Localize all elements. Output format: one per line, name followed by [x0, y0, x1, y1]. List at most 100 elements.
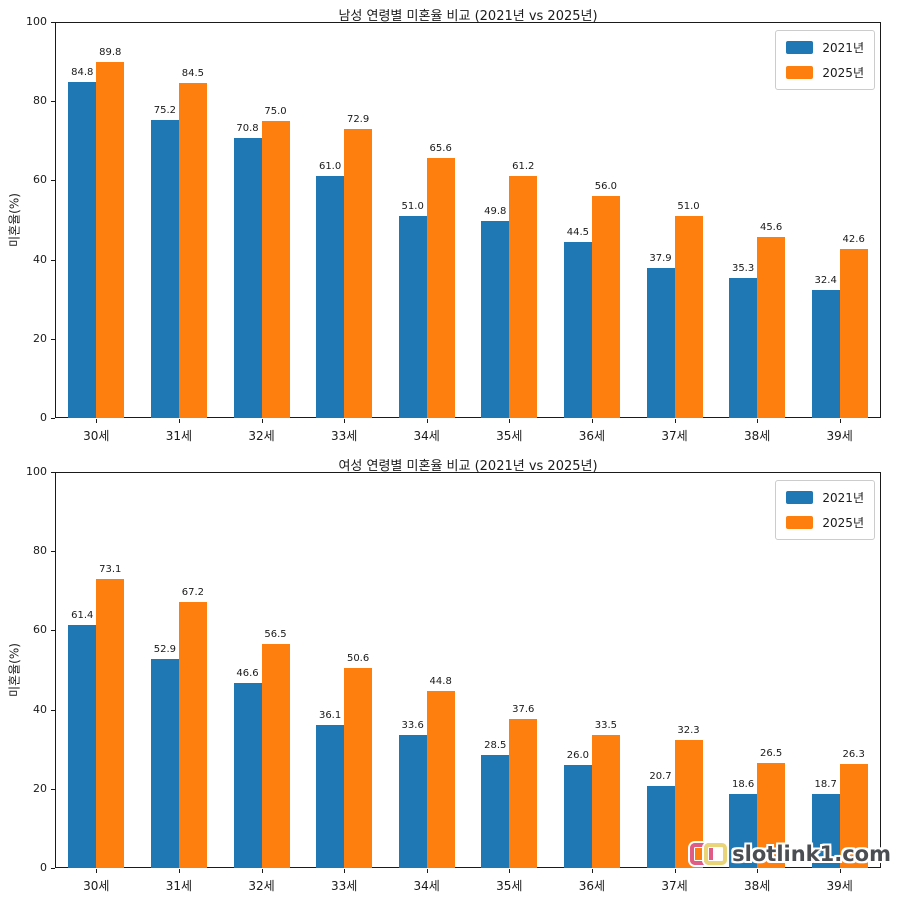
- legend-item: 2021년: [786, 39, 864, 56]
- bar-2021년-33세: [316, 176, 345, 418]
- bar-2025년-33세: [344, 667, 373, 868]
- x-tick-mark: [839, 869, 841, 873]
- x-tick-mark: [591, 869, 593, 873]
- legend-label: 2021년: [822, 491, 864, 505]
- x-tick-mark: [591, 419, 593, 423]
- bar-2021년-31세: [150, 120, 179, 418]
- x-tick-mark: [674, 419, 676, 423]
- bar-value-label: 65.6: [429, 143, 452, 155]
- bar-value-label: 44.5: [566, 226, 590, 238]
- chart-title: 여성 연령별 미혼율 비교 (2021년 vs 2025년): [338, 459, 598, 474]
- bar-value-label: 37.9: [649, 252, 672, 264]
- bar-2021년-37세: [646, 267, 675, 418]
- x-tick-label: 35세: [496, 429, 523, 443]
- chart-title: 남성 연령별 미혼율 비교 (2021년 vs 2025년): [338, 9, 598, 24]
- bar-2025년-38세: [757, 763, 786, 868]
- bar-2025년-32세: [261, 644, 290, 868]
- x-tick-mark: [344, 419, 346, 423]
- bar-value-label: 50.6: [346, 652, 370, 664]
- watermark: slotlink1.com: [690, 842, 891, 866]
- bar-value-label: 35.3: [731, 263, 755, 275]
- x-tick-mark: [509, 419, 511, 423]
- y-axis-label: 미혼율(%): [7, 643, 22, 697]
- legend-label: 2025년: [822, 516, 864, 530]
- y-tick-label: 40: [33, 702, 47, 716]
- x-tick-mark: [96, 869, 98, 873]
- bar-value-label: 26.5: [759, 748, 783, 760]
- x-tick-mark: [344, 869, 346, 873]
- x-tick-mark: [674, 869, 676, 873]
- female-chart-panel: 여성 연령별 미혼율 비교 (2021년 vs 2025년) 미혼율(%) 0 20 4…: [0, 450, 900, 900]
- bar-2025년-39세: [839, 763, 868, 868]
- bar-2021년-30세: [68, 624, 97, 868]
- bar-value-label: 32.3: [677, 725, 700, 737]
- bar-2025년-30세: [96, 578, 125, 868]
- bar-value-label: 84.5: [181, 68, 205, 80]
- y-tick-label: 80: [33, 94, 47, 108]
- bar-2021년-31세: [150, 658, 179, 868]
- x-tick-label: 31세: [165, 429, 193, 443]
- x-tick-label: 36세: [578, 429, 606, 443]
- bar-2025년-31세: [178, 601, 207, 868]
- bar-2025년-36세: [591, 735, 620, 868]
- x-tick-label: 39세: [826, 879, 853, 893]
- x-tick-label: 35세: [496, 879, 523, 893]
- x-tick-label: 31세: [165, 879, 193, 893]
- bar-value-label: 75.0: [264, 106, 287, 117]
- bar-2021년-35세: [481, 755, 510, 868]
- y-tick-mark: [51, 709, 55, 711]
- x-tick-mark: [426, 419, 428, 423]
- bar-value-label: 61.2: [512, 160, 535, 172]
- bar-value-label: 33.5: [594, 720, 618, 732]
- bar-value-label: 33.6: [401, 719, 424, 731]
- legend-item: 2025년: [786, 64, 864, 81]
- bar-2021년-32세: [233, 683, 262, 868]
- x-tick-label: 37세: [661, 879, 688, 893]
- chain-link-icon: [690, 842, 728, 866]
- bar-2025년-35세: [509, 719, 538, 868]
- bar-value-label: 75.2: [153, 105, 177, 117]
- bar-value-label: 89.8: [99, 47, 122, 59]
- bar-value-label: 52.9: [153, 643, 177, 655]
- y-tick-mark: [51, 868, 55, 869]
- bar-2025년-36세: [591, 196, 620, 418]
- x-tick-label: 34세: [413, 879, 440, 893]
- legend: 2021년 2025년: [775, 30, 875, 90]
- x-tick-mark: [178, 869, 180, 873]
- y-tick-label: 100: [26, 15, 47, 28]
- y-tick-label: 0: [40, 411, 47, 424]
- bar-2025년-35세: [509, 175, 538, 418]
- y-tick-mark: [51, 180, 55, 182]
- legend-swatch-2025년: [786, 66, 814, 79]
- y-tick-label: 0: [40, 861, 47, 874]
- bar-2025년-37세: [674, 216, 703, 418]
- x-tick-label: 30세: [83, 429, 110, 443]
- legend: 2021년 2025년: [775, 480, 875, 540]
- bar-value-label: 70.8: [236, 122, 259, 134]
- y-tick-label: 80: [33, 544, 47, 558]
- bar-2025년-39세: [839, 249, 868, 418]
- x-tick-label: 38세: [743, 879, 771, 893]
- x-tick-label: 32세: [248, 429, 275, 443]
- y-tick-label: 60: [33, 623, 47, 637]
- bar-value-label: 36.1: [318, 710, 342, 722]
- y-tick-mark: [51, 259, 55, 261]
- y-tick-mark: [51, 472, 55, 473]
- x-tick-label: 33세: [330, 429, 358, 443]
- x-tick-mark: [757, 419, 759, 423]
- y-tick-label: 20: [33, 781, 47, 795]
- bar-2021년-36세: [563, 765, 592, 868]
- bar-2025년-38세: [757, 237, 786, 418]
- bar-value-label: 73.1: [99, 563, 122, 575]
- bar-value-label: 49.8: [484, 205, 507, 217]
- bar-value-label: 67.2: [181, 586, 205, 598]
- bar-value-label: 61.0: [318, 161, 342, 173]
- x-tick-mark: [509, 869, 511, 873]
- bar-2021년-35세: [481, 220, 510, 418]
- bar-value-label: 56.5: [264, 629, 287, 641]
- y-tick-mark: [51, 551, 55, 553]
- bar-2021년-38세: [729, 794, 758, 868]
- y-axis-label: 미혼율(%): [7, 193, 22, 247]
- y-tick-mark: [51, 788, 55, 790]
